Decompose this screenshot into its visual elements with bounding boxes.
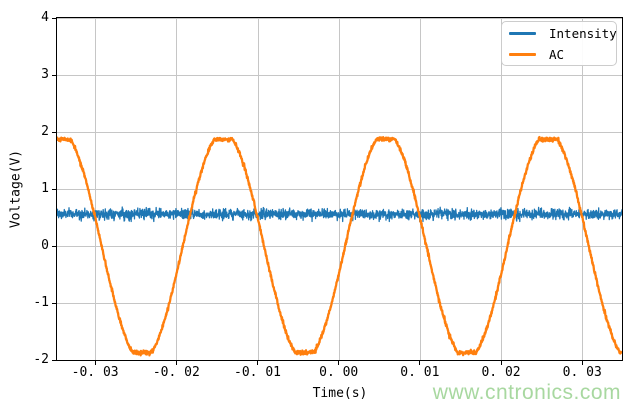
y-tick-label: 2 [41,124,49,139]
x-tick-mark [581,361,583,365]
y-tick-label: 4 [41,10,49,25]
y-tick-mark [52,302,56,304]
x-tick-label: 0. 03 [562,365,602,380]
x-tick-label: -0. 02 [152,365,200,380]
y-tick-label: 0 [41,238,49,253]
x-tick-mark [257,361,258,365]
x-tick-mark [338,361,340,365]
x-tick-mark [94,361,96,365]
x-tick-label: -0. 01 [234,365,281,380]
x-axis-label: Time(s) [312,386,368,401]
y-tick-label: -2 [33,352,49,367]
x-tick-label: 0. 00 [319,365,359,380]
y-tick-mark [52,131,56,133]
y-tick-label: 3 [41,67,49,82]
x-tick-mark [500,361,502,365]
plot-canvas [57,18,622,360]
y-tick-label: -1 [33,295,49,310]
x-tick-label: -0. 03 [71,365,119,380]
y-tick-mark [52,188,56,190]
y-axis-label-text: Voltage(V) [8,149,24,229]
legend-entry-intensity: Intensity [509,24,617,42]
legend-label-intensity: Intensity [549,25,617,41]
y-tick-mark [52,17,56,19]
x-tick-mark [419,361,421,365]
legend: Intensity AC [501,21,617,66]
y-tick-mark [52,245,56,247]
legend-label-ac: AC [549,46,565,62]
legend-line-sample-intensity [509,31,536,35]
y-tick-label: 1 [41,181,49,196]
x-tick-label: 0. 02 [481,365,521,380]
x-tick-mark [175,361,177,365]
legend-line-sample-ac [509,52,536,56]
x-tick-label: 0. 01 [400,365,440,380]
watermark: www.cntronics.com [432,381,621,404]
legend-entry-ac: AC [509,45,616,63]
y-tick-mark [52,74,56,76]
plot-frame [56,17,623,361]
y-tick-mark [52,359,56,361]
